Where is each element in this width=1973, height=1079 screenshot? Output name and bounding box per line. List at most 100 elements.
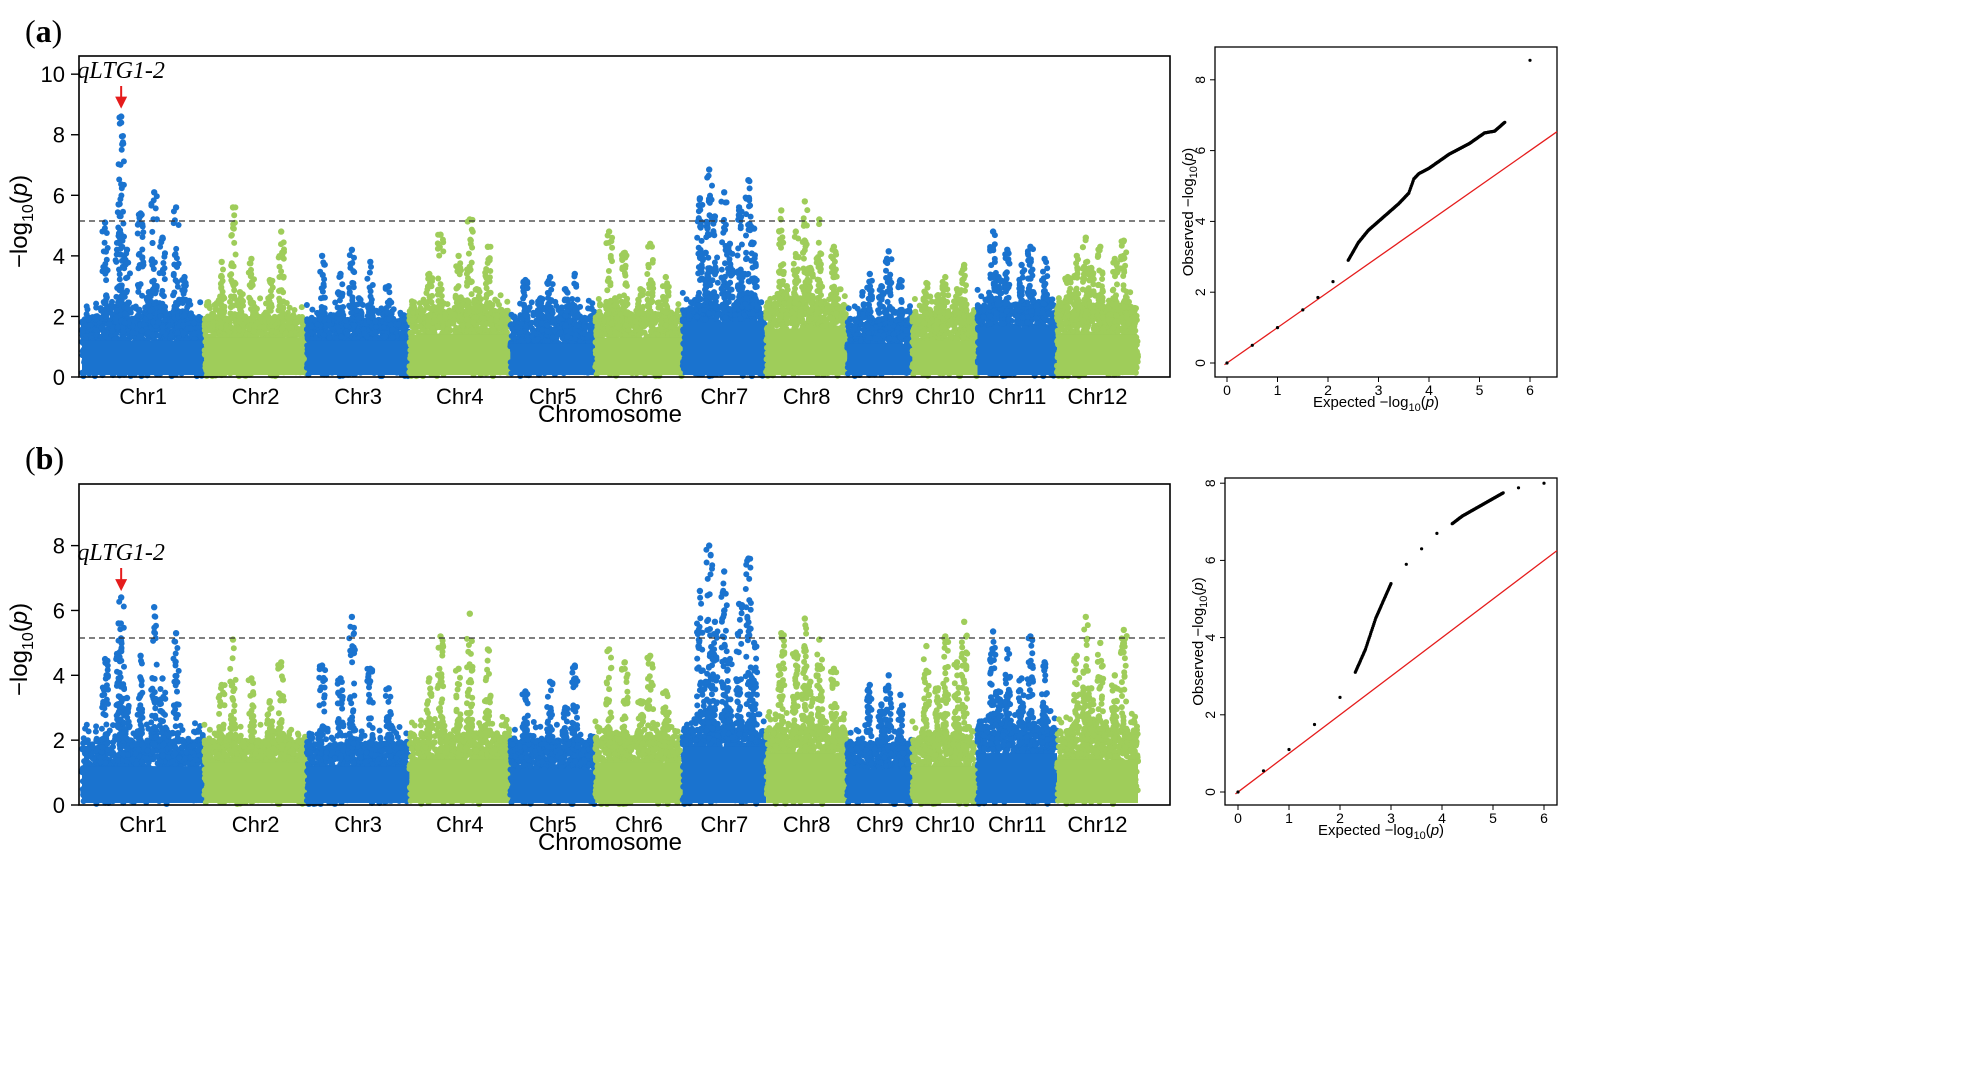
snp-point <box>218 273 224 279</box>
snp-point <box>390 334 396 340</box>
snp-point <box>114 240 120 246</box>
snp-point <box>279 253 285 259</box>
snp-point <box>160 260 166 266</box>
snp-point <box>346 303 352 309</box>
snp-point <box>84 303 90 309</box>
snp-point <box>151 266 157 272</box>
snp-point <box>349 297 355 303</box>
snp-point <box>102 225 108 231</box>
snp-point <box>103 292 109 298</box>
snp-point <box>370 282 376 288</box>
panel-label-letter: a <box>36 13 52 49</box>
snp-point <box>236 318 242 324</box>
snp-point <box>344 331 350 337</box>
snp-point <box>102 240 108 246</box>
snp-point <box>426 317 432 323</box>
snp-point <box>251 328 257 334</box>
snp-point <box>122 311 128 317</box>
snp-point <box>176 222 182 228</box>
snp-point <box>279 309 285 315</box>
snp-point <box>280 289 286 295</box>
snp-point <box>114 247 120 253</box>
snp-point <box>370 310 376 316</box>
snp-point <box>94 327 100 333</box>
peak-point <box>115 201 121 207</box>
snp-point <box>140 264 146 270</box>
snp-point <box>281 274 287 280</box>
snp-point <box>233 252 239 258</box>
peak-point <box>118 113 124 119</box>
chromosome-points-chr1 <box>79 113 207 379</box>
snp-point <box>435 246 441 252</box>
peak-point <box>367 259 373 265</box>
snp-point <box>306 321 312 327</box>
snp-point <box>150 240 156 246</box>
panel-label-open: ( <box>25 13 36 49</box>
snp-point <box>340 291 346 297</box>
snp-point <box>336 311 342 317</box>
snp-point <box>266 299 272 305</box>
peak-point <box>173 204 179 210</box>
snp-point <box>139 255 145 261</box>
snp-point <box>419 311 425 317</box>
snp-point <box>146 330 152 336</box>
snp-point <box>173 251 179 257</box>
snp-point <box>149 229 155 235</box>
snp-point <box>175 330 181 336</box>
snp-point <box>435 240 441 246</box>
snp-point <box>248 273 254 279</box>
chromosome-points-chr3 <box>304 247 412 380</box>
figure: (a)0246810−log10(p)Chr1 Chr2 Chr3 Chr4 Chr5 C… <box>0 0 1973 1079</box>
snp-point <box>410 317 416 323</box>
snp-point <box>320 259 326 265</box>
snp-point <box>230 221 236 227</box>
snp-point <box>113 259 119 265</box>
snp-point <box>235 303 241 309</box>
snp-point <box>117 235 123 241</box>
snp-point <box>157 244 163 250</box>
snp-point <box>350 280 356 286</box>
snp-point <box>399 334 405 340</box>
snp-point <box>432 317 438 323</box>
snp-point <box>347 265 353 271</box>
snp-point <box>207 305 213 311</box>
snp-band <box>204 338 307 375</box>
snp-point <box>102 271 108 277</box>
snp-point <box>356 315 362 321</box>
snp-point <box>161 293 167 299</box>
snp-point <box>121 182 127 188</box>
snp-point <box>182 288 188 294</box>
peak-point <box>267 277 273 283</box>
snp-point <box>138 281 144 287</box>
snp-point <box>440 239 446 245</box>
snp-point <box>114 285 120 291</box>
snp-point <box>181 313 187 319</box>
snp-point <box>372 329 378 335</box>
snp-point <box>249 282 255 288</box>
snp-point <box>135 289 141 295</box>
snp-point <box>450 321 456 327</box>
peak-point <box>124 247 130 253</box>
snp-point <box>106 321 112 327</box>
snp-point <box>171 271 177 277</box>
snp-point <box>470 229 476 235</box>
snp-point <box>364 276 370 282</box>
snp-point <box>320 272 326 278</box>
peak-point <box>159 235 165 241</box>
snp-point <box>500 312 506 318</box>
snp-point <box>229 260 235 266</box>
snp-point <box>231 240 237 246</box>
snp-point <box>210 323 216 329</box>
snp-point <box>103 277 109 283</box>
snp-point <box>489 322 495 328</box>
snp-point <box>231 212 237 218</box>
snp-point <box>343 318 349 324</box>
snp-point <box>386 303 392 309</box>
snp-point <box>467 237 473 243</box>
snp-point <box>354 307 360 313</box>
snp-point <box>115 324 121 330</box>
snp-point <box>251 313 257 319</box>
snp-point <box>180 330 186 336</box>
peak-point <box>386 283 392 289</box>
snp-point <box>171 262 177 268</box>
